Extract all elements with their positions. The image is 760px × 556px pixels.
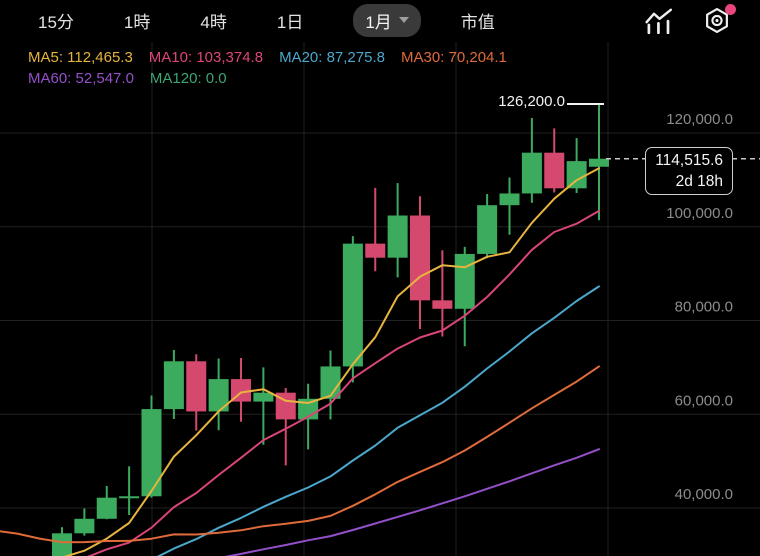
candle-body [52, 533, 72, 556]
y-axis-label: 60,000.0 [675, 392, 733, 409]
y-axis-label: 40,000.0 [675, 486, 733, 503]
candle-body [119, 496, 140, 499]
candle-body [74, 518, 95, 534]
grid-layer [0, 42, 760, 556]
ma-legend-row-2: MA60: 52,547.0 MA120: 0.0 [28, 68, 507, 89]
y-axis-label: 100,000.0 [666, 205, 733, 222]
timeframe-selector[interactable]: 1月 [353, 3, 421, 37]
indicator-icon[interactable] [644, 7, 674, 34]
candle-body [96, 497, 117, 519]
ma20-legend: MA20: 87,275.8 [279, 49, 385, 66]
y-axis-label: 80,000.0 [675, 299, 733, 316]
ma-line-ma5 [63, 167, 600, 556]
tab-4hour[interactable]: 4時 [200, 12, 227, 32]
settings-button[interactable] [702, 3, 736, 34]
candle-body [342, 243, 363, 367]
chevron-down-icon [398, 17, 409, 23]
ma-legend: MA5: 112,465.3 MA10: 103,374.8 MA20: 87,… [28, 47, 507, 89]
high-price-label: 126,200.0 [498, 93, 565, 110]
ma30-legend: MA30: 70,204.1 [400, 49, 507, 66]
ma-lines-layer [0, 167, 600, 556]
candle-countdown: 2d 18h [675, 173, 723, 190]
ma-line-ma30 [0, 365, 600, 544]
candle-body [253, 392, 274, 402]
tab-15min[interactable]: 15分 [38, 12, 74, 32]
ma60-legend: MA60: 52,547.0 [28, 70, 134, 87]
ma-line-ma60 [224, 448, 600, 556]
candle-body [141, 409, 162, 497]
candle-body [163, 361, 184, 410]
toolbar-icons [644, 3, 760, 34]
candle-body [410, 215, 430, 301]
ma-legend-row-1: MA5: 112,465.3 MA10: 103,374.8 MA20: 87,… [28, 47, 507, 68]
ma120-legend: MA120: 0.0 [149, 70, 227, 87]
tab-market-cap[interactable]: 市值 [460, 12, 495, 32]
candle-body [566, 161, 587, 189]
notification-dot [725, 3, 736, 15]
ma5-legend: MA5: 112,465.3 [28, 49, 133, 66]
ma-line-ma10 [87, 209, 600, 556]
candle-body [387, 215, 408, 258]
candle-body [275, 392, 296, 420]
toolbar: 15分 1時 4時 1日 1月 市值 [0, 0, 760, 40]
candle-body [365, 243, 386, 258]
candle-body [499, 193, 520, 206]
candle-body [589, 158, 609, 167]
current-price-value: 114,515.6 [655, 152, 723, 169]
candle-body [320, 366, 341, 399]
candle-body [432, 300, 453, 309]
candle-body [186, 361, 207, 412]
y-axis-labels: 120,000.0 100,000.0 80,000.0 60,000.0 40,000… [666, 111, 733, 503]
tab-1hour[interactable]: 1時 [123, 12, 151, 32]
candle-body [208, 379, 229, 412]
candle-body [521, 152, 542, 194]
candle-body [544, 152, 565, 189]
selected-timeframe-label: 1月 [365, 12, 392, 32]
current-price-badge[interactable]: 114,515.6 2d 18h [645, 147, 733, 195]
y-axis-label: 120,000.0 [666, 111, 733, 128]
ma-line-ma20 [156, 285, 600, 556]
candle-body [477, 205, 498, 254]
tab-1day[interactable]: 1日 [276, 12, 304, 32]
ma10-legend: MA10: 103,374.8 [148, 49, 264, 66]
candle-body [454, 253, 475, 309]
candles-layer [52, 103, 609, 556]
